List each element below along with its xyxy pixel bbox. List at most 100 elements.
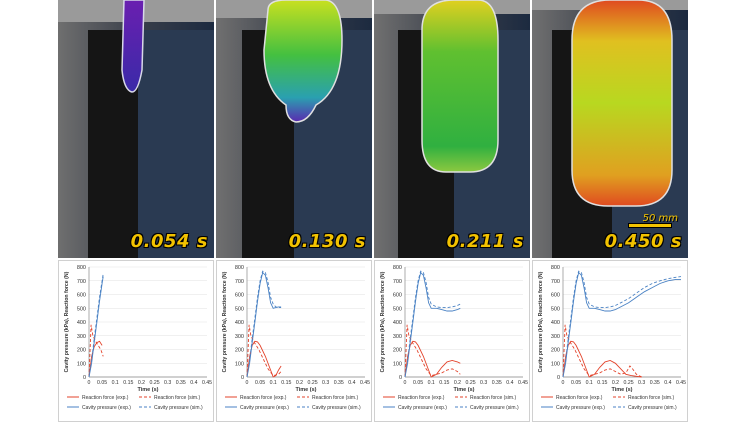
series-line-4 bbox=[404, 270, 461, 378]
y-tick-label: 400 bbox=[77, 320, 86, 326]
x-tick-label: 0.45 bbox=[518, 380, 528, 386]
legend-entry: Cavity pressure (sim.) bbox=[470, 405, 519, 411]
x-tick-label: 0.25 bbox=[308, 380, 318, 386]
series-line-1 bbox=[562, 340, 642, 378]
y-tick-label: 400 bbox=[551, 320, 560, 326]
x-tick-label: 0.25 bbox=[466, 380, 476, 386]
legend-entry: Reaction force (sim.) bbox=[470, 395, 516, 401]
scale-label: 50 mm bbox=[642, 213, 678, 224]
x-tick-label: 0 bbox=[246, 380, 249, 386]
x-tick-label: 0.4 bbox=[664, 380, 671, 386]
series-line-3 bbox=[404, 271, 461, 378]
y-tick-label: 300 bbox=[235, 334, 244, 340]
time-label-4: 0.450 s bbox=[604, 231, 682, 252]
x-tick-label: 0 bbox=[562, 380, 565, 386]
y-tick-label: 200 bbox=[393, 348, 402, 354]
series-line-2 bbox=[404, 324, 461, 378]
x-tick-label: 0.15 bbox=[597, 380, 607, 386]
x-tick-label: 0.2 bbox=[296, 380, 303, 386]
y-tick-label: 300 bbox=[77, 334, 86, 340]
x-axis-label: Time (s) bbox=[296, 387, 317, 393]
y-tick-label: 500 bbox=[551, 306, 560, 312]
y-tick-label: 0 bbox=[557, 375, 560, 381]
x-tick-label: 0.35 bbox=[176, 380, 186, 386]
x-tick-label: 0.3 bbox=[480, 380, 487, 386]
x-axis-label: Time (s) bbox=[612, 387, 633, 393]
photo-panel-2: 0.130 s bbox=[216, 0, 372, 258]
series-line-2 bbox=[246, 324, 282, 378]
y-tick-label: 700 bbox=[551, 279, 560, 285]
x-tick-label: 0.3 bbox=[322, 380, 329, 386]
x-tick-label: 0.2 bbox=[612, 380, 619, 386]
series-line-4 bbox=[88, 273, 104, 378]
y-tick-label: 100 bbox=[77, 361, 86, 367]
x-tick-label: 0.1 bbox=[270, 380, 277, 386]
legend-entry: Reaction force (exp.) bbox=[82, 395, 129, 401]
series-line-2 bbox=[88, 324, 104, 378]
series-line-3 bbox=[88, 276, 104, 378]
series-line-3 bbox=[562, 271, 681, 378]
y-tick-label: 600 bbox=[235, 293, 244, 299]
y-tick-label: 800 bbox=[551, 265, 560, 271]
balloon-image-1 bbox=[58, 0, 214, 258]
photo-panel-1: 0.054 s bbox=[58, 0, 214, 258]
legend-entry: Cavity pressure (sim.) bbox=[312, 405, 361, 411]
y-tick-label: 400 bbox=[235, 320, 244, 326]
series-line-4 bbox=[246, 270, 282, 378]
y-axis-label: Cavity pressure (kPa), Reaction force (N… bbox=[64, 271, 70, 372]
y-tick-label: 300 bbox=[393, 334, 402, 340]
x-tick-label: 0.35 bbox=[650, 380, 660, 386]
legend-entry: Reaction force (sim.) bbox=[628, 395, 674, 401]
x-axis-label: Time (s) bbox=[138, 387, 159, 393]
x-tick-label: 0.45 bbox=[360, 380, 370, 386]
x-tick-label: 0.4 bbox=[348, 380, 355, 386]
y-tick-label: 700 bbox=[393, 279, 402, 285]
y-tick-label: 0 bbox=[83, 375, 86, 381]
x-tick-label: 0.05 bbox=[97, 380, 107, 386]
legend-entry: Cavity pressure (exp.) bbox=[556, 405, 605, 411]
chart-svg-1: 0 100 200 300 400 500 600 700 800 0 0.05 0.1 0.15 0.2… bbox=[64, 265, 212, 411]
legend-entry: Cavity pressure (sim.) bbox=[628, 405, 677, 411]
legend-entry: Reaction force (exp.) bbox=[398, 395, 445, 401]
chart-1: 0 100 200 300 400 500 600 700 800 0 0.05 0.1 0.15 0.2… bbox=[58, 260, 214, 422]
y-tick-label: 700 bbox=[77, 279, 86, 285]
series-line-4 bbox=[562, 270, 682, 378]
series-line-1 bbox=[404, 340, 461, 378]
x-tick-label: 0.2 bbox=[454, 380, 461, 386]
y-axis-label: Cavity pressure (kPa), Reaction force (N… bbox=[538, 271, 544, 372]
x-tick-label: 0.25 bbox=[624, 380, 634, 386]
scale-bar bbox=[628, 223, 672, 228]
legend-entry: Cavity pressure (exp.) bbox=[398, 405, 447, 411]
x-tick-label: 0 bbox=[404, 380, 407, 386]
y-tick-label: 500 bbox=[393, 306, 402, 312]
x-tick-label: 0.35 bbox=[492, 380, 502, 386]
y-tick-label: 400 bbox=[393, 320, 402, 326]
time-label-2: 0.130 s bbox=[288, 231, 366, 252]
y-tick-label: 600 bbox=[551, 293, 560, 299]
x-tick-label: 0.15 bbox=[439, 380, 449, 386]
chart-svg-2: 0 100 200 300 400 500 600 700 800 0 0.05 0.1 0.15 0.2… bbox=[222, 265, 370, 411]
x-tick-label: 0.1 bbox=[428, 380, 435, 386]
y-tick-label: 0 bbox=[399, 375, 402, 381]
y-tick-label: 100 bbox=[551, 361, 560, 367]
legend-entry: Reaction force (sim.) bbox=[312, 395, 358, 401]
y-tick-label: 300 bbox=[551, 334, 560, 340]
x-tick-label: 0.45 bbox=[676, 380, 686, 386]
y-axis-label: Cavity pressure (kPa), Reaction force (N… bbox=[222, 271, 228, 372]
x-tick-label: 0.3 bbox=[638, 380, 645, 386]
chart-svg-3: 0 100 200 300 400 500 600 700 800 0 0.05 0.1 0.15 0.2… bbox=[380, 265, 528, 411]
legend-entry: Cavity pressure (sim.) bbox=[154, 405, 203, 411]
legend-entry: Reaction force (exp.) bbox=[240, 395, 287, 401]
chart-4: 0 100 200 300 400 500 600 700 800 0 0.05 0.1 0.15 0.2… bbox=[532, 260, 688, 422]
x-tick-label: 0.05 bbox=[571, 380, 581, 386]
y-tick-label: 600 bbox=[77, 293, 86, 299]
series-line-1 bbox=[88, 340, 103, 378]
y-tick-label: 700 bbox=[235, 279, 244, 285]
x-tick-label: 0.2 bbox=[138, 380, 145, 386]
chart-3: 0 100 200 300 400 500 600 700 800 0 0.05 0.1 0.15 0.2… bbox=[374, 260, 530, 422]
time-label-3: 0.211 s bbox=[446, 231, 524, 252]
y-tick-label: 600 bbox=[393, 293, 402, 299]
x-tick-label: 0.15 bbox=[123, 380, 133, 386]
legend-entry: Cavity pressure (exp.) bbox=[240, 405, 289, 411]
x-tick-label: 0.3 bbox=[164, 380, 171, 386]
